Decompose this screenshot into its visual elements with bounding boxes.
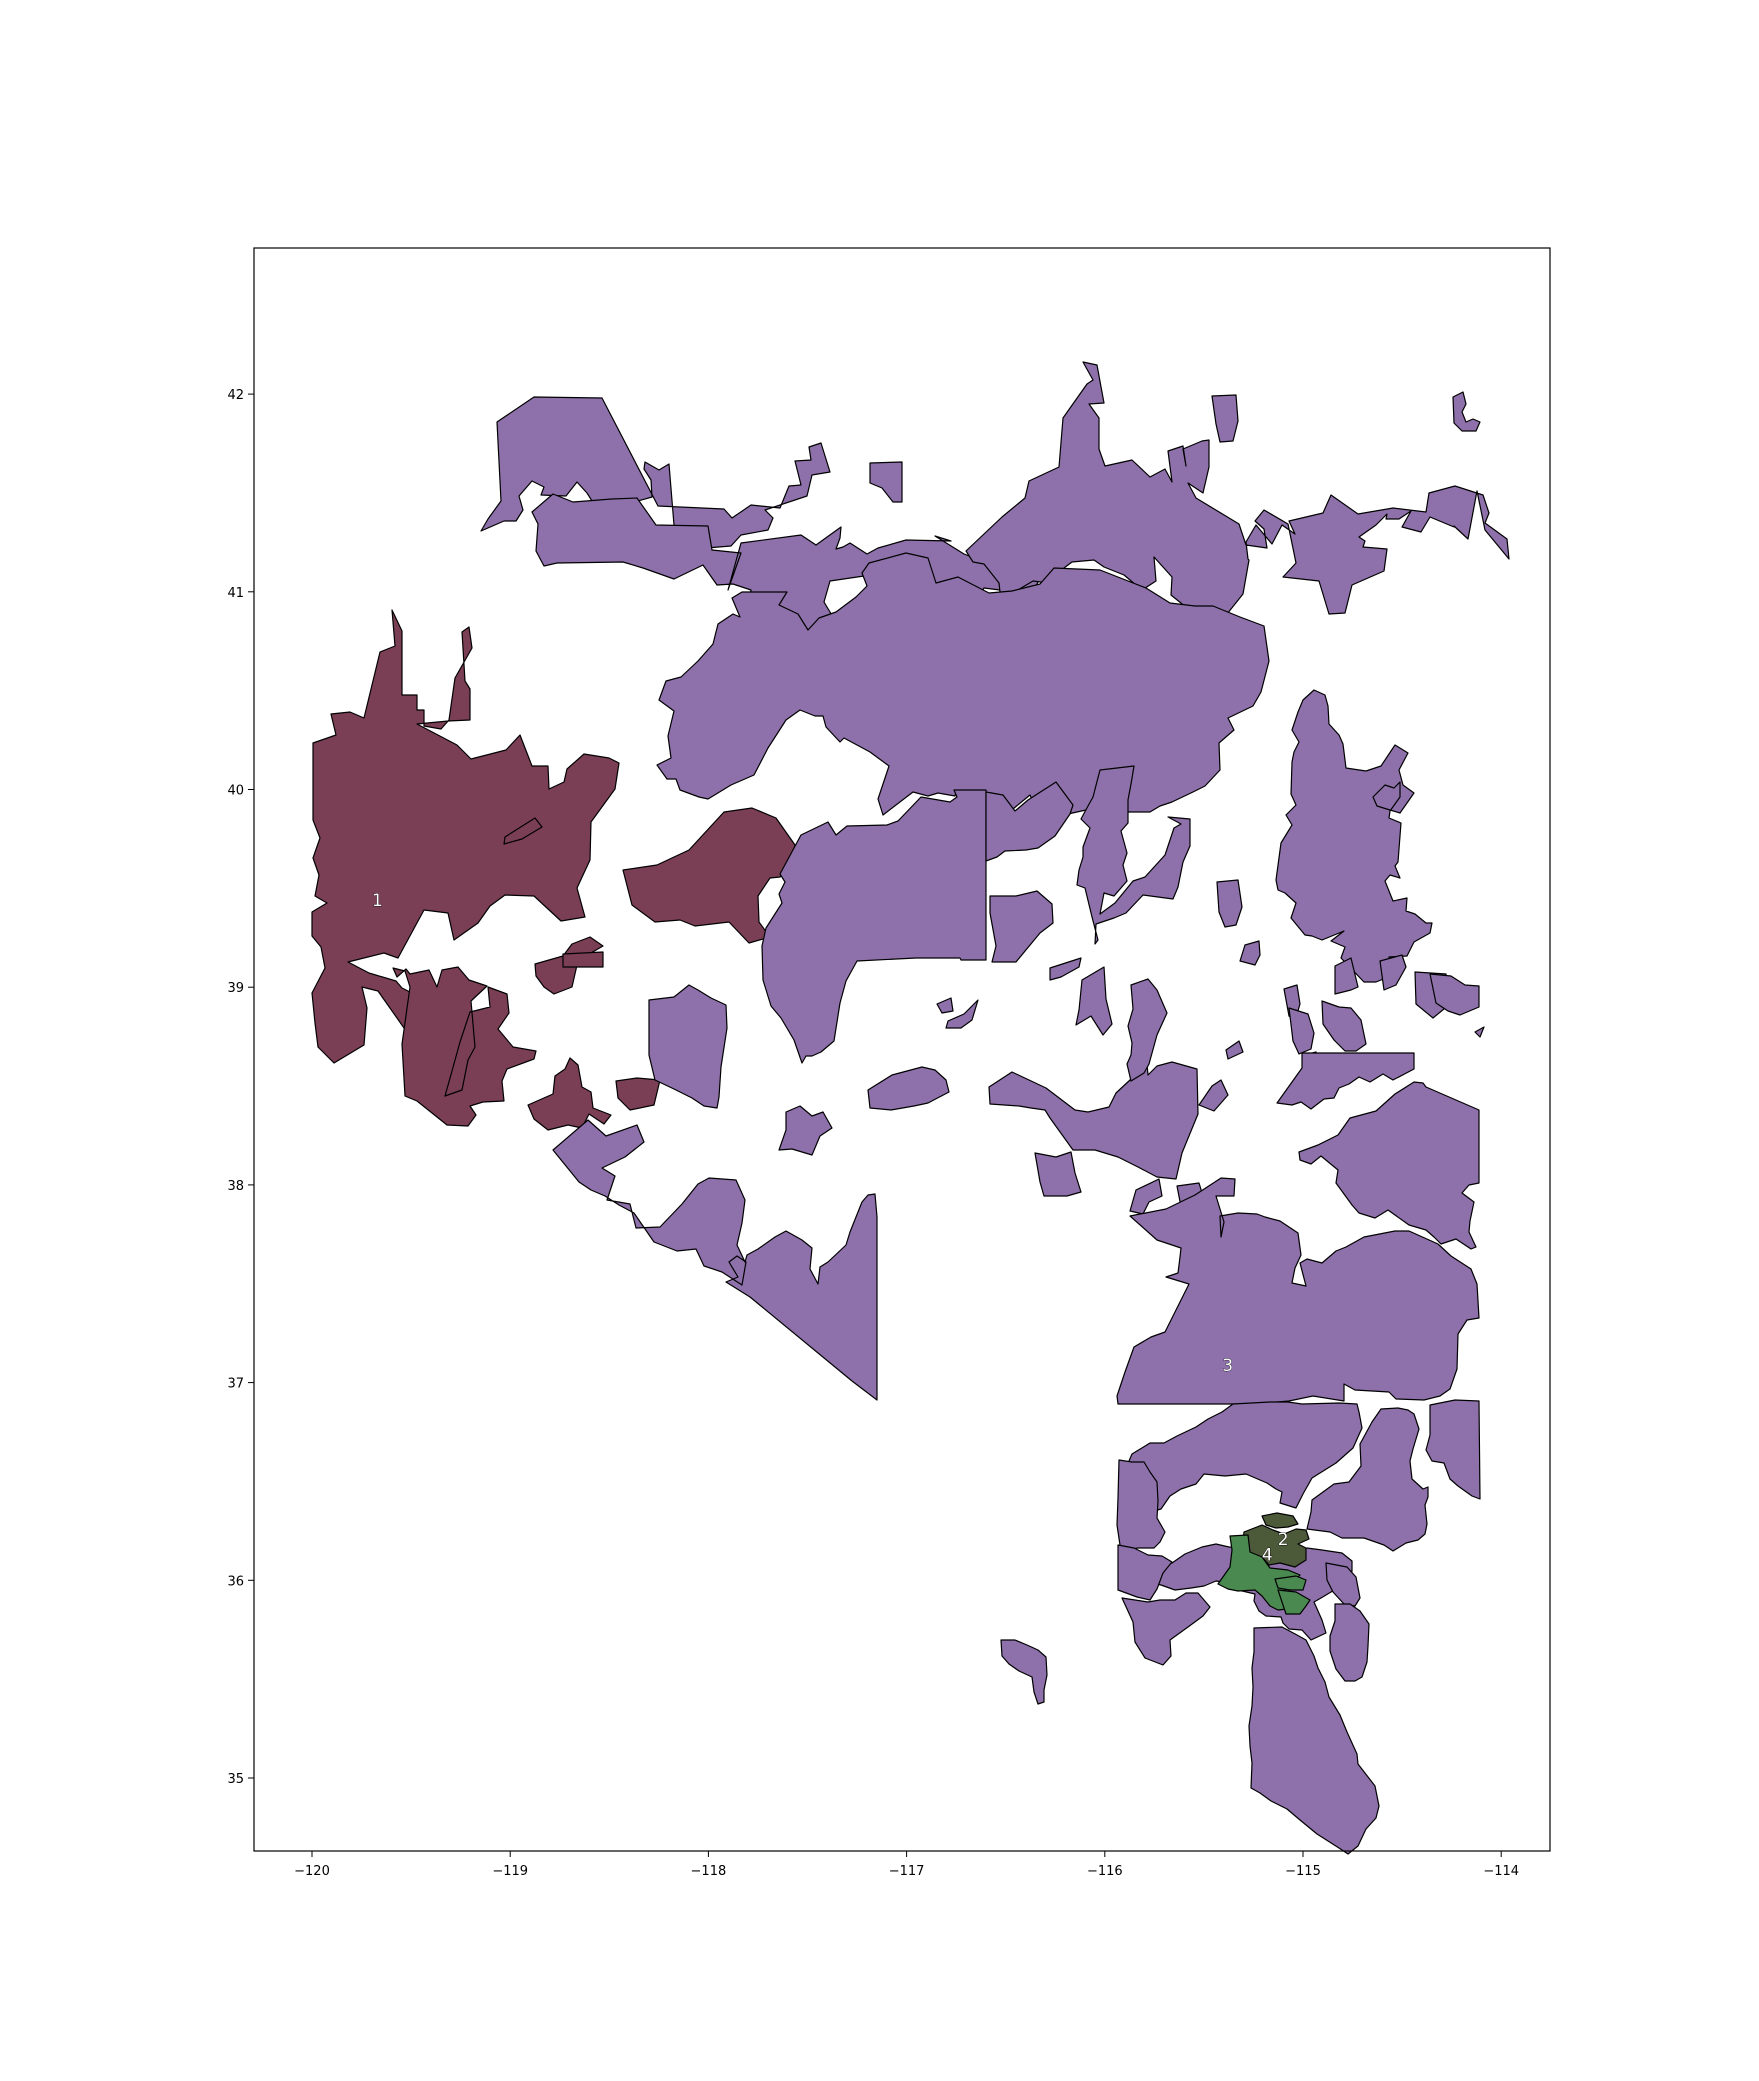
district-4-shape-east bbox=[1274, 1575, 1307, 1591]
district-1-region bbox=[311, 609, 796, 1131]
district-3-shape-lv-south bbox=[1329, 1603, 1370, 1682]
district-3-shape-islet14 bbox=[1288, 1007, 1315, 1055]
district-3-shape-w-low bbox=[989, 890, 1054, 963]
district-3-shape-center-block bbox=[761, 789, 987, 1064]
x-tick-label: −119 bbox=[492, 1864, 528, 1879]
district-3-shape-islet2 bbox=[867, 1066, 950, 1111]
district-3-shape-islet8 bbox=[1216, 879, 1243, 928]
district-3-shape-far-east bbox=[1429, 973, 1480, 1016]
district-3-shape-islet16 bbox=[1321, 1000, 1367, 1052]
district-3-shape-northcentral bbox=[656, 552, 1270, 821]
district-3-shape-s-east bbox=[1306, 1407, 1429, 1552]
y-tick-label: 40 bbox=[227, 784, 244, 799]
district-3-shape-islet17 bbox=[1334, 957, 1359, 995]
district-3-shape-se-big bbox=[1276, 1052, 1415, 1110]
district-3-shape-islet5 bbox=[1075, 966, 1113, 1036]
district-1-shape-lake bbox=[503, 817, 543, 845]
district-3-shape-islet4 bbox=[1034, 1151, 1082, 1197]
district-3-shape-center-east bbox=[988, 1061, 1199, 1180]
y-tick-label: 41 bbox=[227, 586, 244, 601]
district-3-shape-islet6 bbox=[1126, 978, 1168, 1082]
x-tick-label: −114 bbox=[1483, 1864, 1519, 1879]
district-4-region bbox=[1217, 1534, 1311, 1615]
district-3-shape-center-south bbox=[648, 984, 728, 1109]
district-3-shape-islet11 bbox=[1198, 1079, 1229, 1112]
district-3-shape-se-tip bbox=[1248, 1626, 1380, 1855]
district-2-shape-north bbox=[1261, 1512, 1299, 1529]
district-3-shape-far-ne bbox=[1452, 391, 1481, 432]
district-labels: 1 2 3 4 bbox=[372, 891, 1289, 1566]
district-4-label: 4 bbox=[1262, 1546, 1273, 1566]
axes-frame bbox=[253, 247, 1551, 1852]
y-tick-label: 35 bbox=[227, 1772, 244, 1787]
district-3-region bbox=[480, 361, 1510, 1855]
x-tick-label: −118 bbox=[691, 1864, 727, 1879]
district-3-shape-islet3 bbox=[945, 999, 979, 1029]
district-3-shape-east-large bbox=[1275, 689, 1433, 983]
district-2-region bbox=[1241, 1512, 1310, 1568]
y-tick-label: 39 bbox=[227, 981, 244, 996]
x-tick-label: −115 bbox=[1285, 1864, 1321, 1879]
district-3-shape-isolated-sw bbox=[1000, 1639, 1048, 1705]
y-tick-label: 42 bbox=[227, 388, 244, 403]
district-1-shape-island bbox=[615, 1077, 661, 1111]
district-3-shape-sw-strip bbox=[552, 1119, 878, 1401]
district-3-shape-e-block bbox=[985, 781, 1074, 862]
district-3-shape-n-small bbox=[869, 461, 903, 503]
district-1-shape-mid bbox=[392, 966, 537, 1127]
x-tick-label: −116 bbox=[1087, 1864, 1123, 1879]
district-1-shape-rect bbox=[562, 951, 604, 968]
district-3-shape-nne-small bbox=[1211, 394, 1239, 443]
district-2-label: 2 bbox=[1278, 1530, 1289, 1550]
district-3-shape-islet21 bbox=[1474, 1026, 1485, 1038]
district-3-shape-se-lake bbox=[1325, 1562, 1361, 1607]
district-3-shape-ne bbox=[965, 361, 1510, 615]
district-3-shape-islet15 bbox=[1239, 940, 1261, 966]
district-3-shape-lv-west bbox=[1117, 1544, 1173, 1601]
district-3-shape-islet1 bbox=[778, 1105, 833, 1156]
district-3-shape-s-center bbox=[1125, 1401, 1363, 1512]
district-3-shape-se-east bbox=[1298, 1081, 1480, 1250]
y-axis: 35 36 37 38 39 40 41 42 bbox=[227, 388, 254, 1787]
district-3-shape-e-mid bbox=[1076, 765, 1191, 945]
district-1-shape-south bbox=[527, 1057, 612, 1131]
y-tick-label: 36 bbox=[227, 1574, 244, 1589]
district-1-label: 1 bbox=[372, 891, 383, 911]
district-3-shape-islet22 bbox=[936, 997, 954, 1014]
y-tick-label: 37 bbox=[227, 1377, 244, 1392]
district-3-shape-lv-sw bbox=[1121, 1592, 1211, 1666]
district-4-shape-south bbox=[1277, 1589, 1311, 1615]
x-tick-label: −120 bbox=[294, 1864, 330, 1879]
x-axis: −120 −119 −118 −117 −116 −115 −114 bbox=[294, 1851, 1519, 1879]
district-3-shape-islet19 bbox=[1379, 954, 1407, 991]
y-tick-label: 38 bbox=[227, 1179, 244, 1194]
district-3-shape-se-core bbox=[1116, 1177, 1480, 1405]
district-1-shape-east bbox=[622, 807, 796, 944]
district-1-shape-main bbox=[311, 609, 620, 1064]
district-3-shape-s-east2 bbox=[1425, 1399, 1481, 1500]
district-3-shape-islet12 bbox=[1225, 1040, 1244, 1060]
x-tick-label: −117 bbox=[889, 1864, 925, 1879]
district-3-label: 3 bbox=[1222, 1356, 1233, 1376]
district-3-shape-islet9 bbox=[1129, 1178, 1163, 1215]
plot-area bbox=[311, 361, 1510, 1855]
district-3-shape-s-west bbox=[1116, 1459, 1166, 1551]
district-3-shape-islet7 bbox=[1049, 957, 1082, 981]
